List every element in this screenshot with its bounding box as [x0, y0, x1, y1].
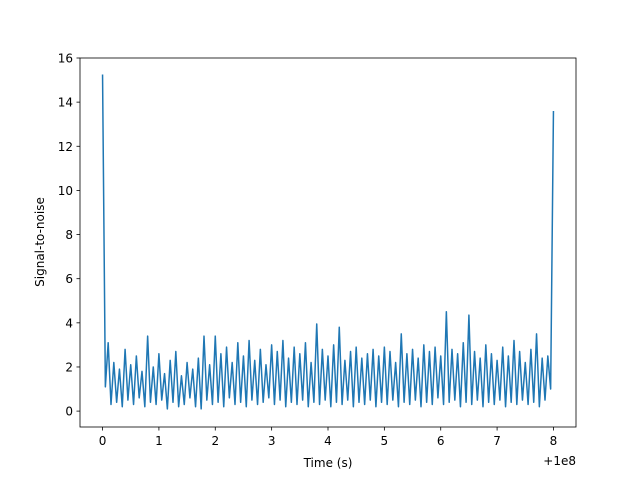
x-tick-label: 8 [550, 434, 558, 448]
y-axis-label: Signal-to-noise [33, 197, 47, 287]
line-series [101, 74, 555, 410]
x-offset-label: +1e8 [543, 454, 576, 468]
x-tick-label: 1 [155, 434, 163, 448]
y-tick-label: 6 [65, 272, 73, 286]
x-tick-label: 0 [99, 434, 107, 448]
x-tick-label: 7 [493, 434, 501, 448]
y-tick-label: 16 [58, 52, 73, 66]
y-tick-label: 0 [65, 405, 73, 419]
x-axis-label: Time (s) [303, 456, 353, 470]
y-tick-label: 10 [58, 184, 73, 198]
x-tick-label: 5 [381, 434, 389, 448]
x-tick-label: 4 [324, 434, 332, 448]
x-tick-label: 6 [437, 434, 445, 448]
y-tick-label: 12 [58, 140, 73, 154]
y-tick-label: 8 [65, 228, 73, 242]
x-tick-label: 3 [268, 434, 276, 448]
y-tick-label: 2 [65, 360, 73, 374]
x-tick-label: 2 [211, 434, 219, 448]
y-tick-label: 4 [65, 316, 73, 330]
y-tick-label: 14 [58, 96, 73, 110]
plot-frame [79, 57, 577, 428]
